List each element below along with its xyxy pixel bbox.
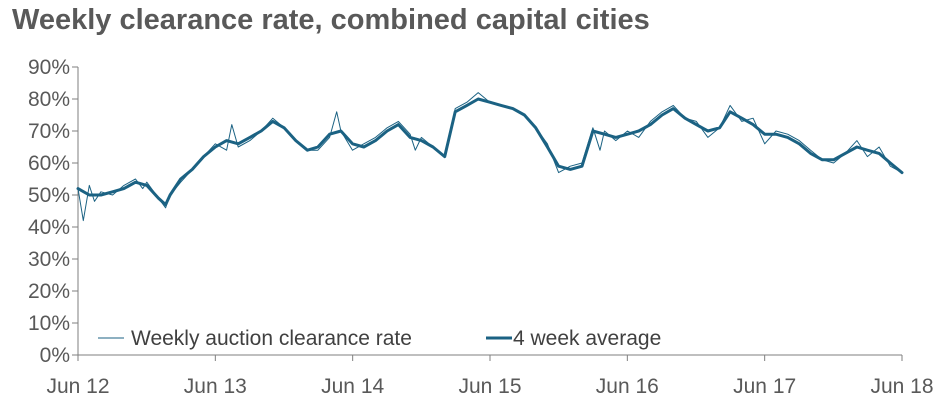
y-tick-label: 20% <box>28 280 70 303</box>
x-tick-label: Jun 16 <box>596 375 659 398</box>
legend-label: 4 week average <box>513 327 661 350</box>
legend: Weekly auction clearance rate 4 week aver… <box>98 327 661 350</box>
y-tick-label: 0% <box>40 344 70 367</box>
y-tick-label: 80% <box>28 88 70 111</box>
x-tick-label: Jun 15 <box>458 375 521 398</box>
x-tick-label: Jun 17 <box>733 375 796 398</box>
series-line-4-week-average <box>76 97 904 207</box>
y-tick-label: 70% <box>28 120 70 143</box>
axes: 0% 10% 20% 30% 40% 50% 60% 70% 80% 90% Jun 12 Jun 1… <box>28 56 934 398</box>
series-layer <box>76 92 904 222</box>
x-tick-label: Jun 18 <box>870 375 933 398</box>
x-tick-label: Jun 14 <box>321 375 384 398</box>
x-tick-label: Jun 13 <box>184 375 247 398</box>
legend-label: Weekly auction clearance rate <box>131 327 412 350</box>
y-tick-label: 10% <box>28 312 70 335</box>
y-tick-label: 60% <box>28 152 70 175</box>
y-tick-label: 50% <box>28 184 70 207</box>
chart-title: Weekly clearance rate, combined capital … <box>12 4 650 36</box>
y-tick-label: 40% <box>28 216 70 239</box>
series-line-weekly-clearance-rate <box>77 92 903 222</box>
y-tick-label: 90% <box>28 56 70 79</box>
y-tick-label: 30% <box>28 248 70 271</box>
x-tick-label: Jun 12 <box>46 375 109 398</box>
